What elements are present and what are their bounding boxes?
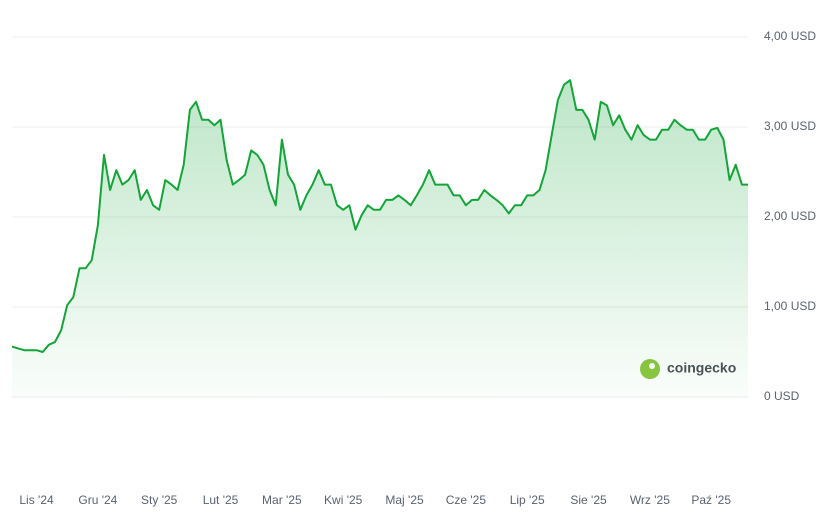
- x-tick-label: Lut '25: [203, 493, 239, 507]
- x-tick-label: Lip '25: [510, 493, 545, 507]
- x-tick-label: Cze '25: [446, 493, 487, 507]
- x-tick-label: Wrz '25: [630, 493, 670, 507]
- x-tick-label: Maj '25: [385, 493, 424, 507]
- y-tick-label: 3,00 USD: [764, 119, 816, 133]
- y-tick-label: 1,00 USD: [764, 299, 816, 313]
- x-tick-label: Paź '25: [691, 493, 731, 507]
- x-tick-label: Mar '25: [262, 493, 302, 507]
- area: [12, 80, 748, 397]
- x-tick-label: Sie '25: [570, 493, 607, 507]
- y-tick-label: 2,00 USD: [764, 209, 816, 223]
- x-tick-label: Sty '25: [141, 493, 178, 507]
- x-tick-label: Lis '24: [19, 493, 54, 507]
- y-tick-label: 0 USD: [764, 389, 800, 403]
- x-tick-label: Kwi '25: [324, 493, 363, 507]
- x-tick-label: Gru '24: [78, 493, 117, 507]
- price-line: [11, 79, 748, 353]
- y-tick-label: 4,00 USD: [764, 29, 816, 43]
